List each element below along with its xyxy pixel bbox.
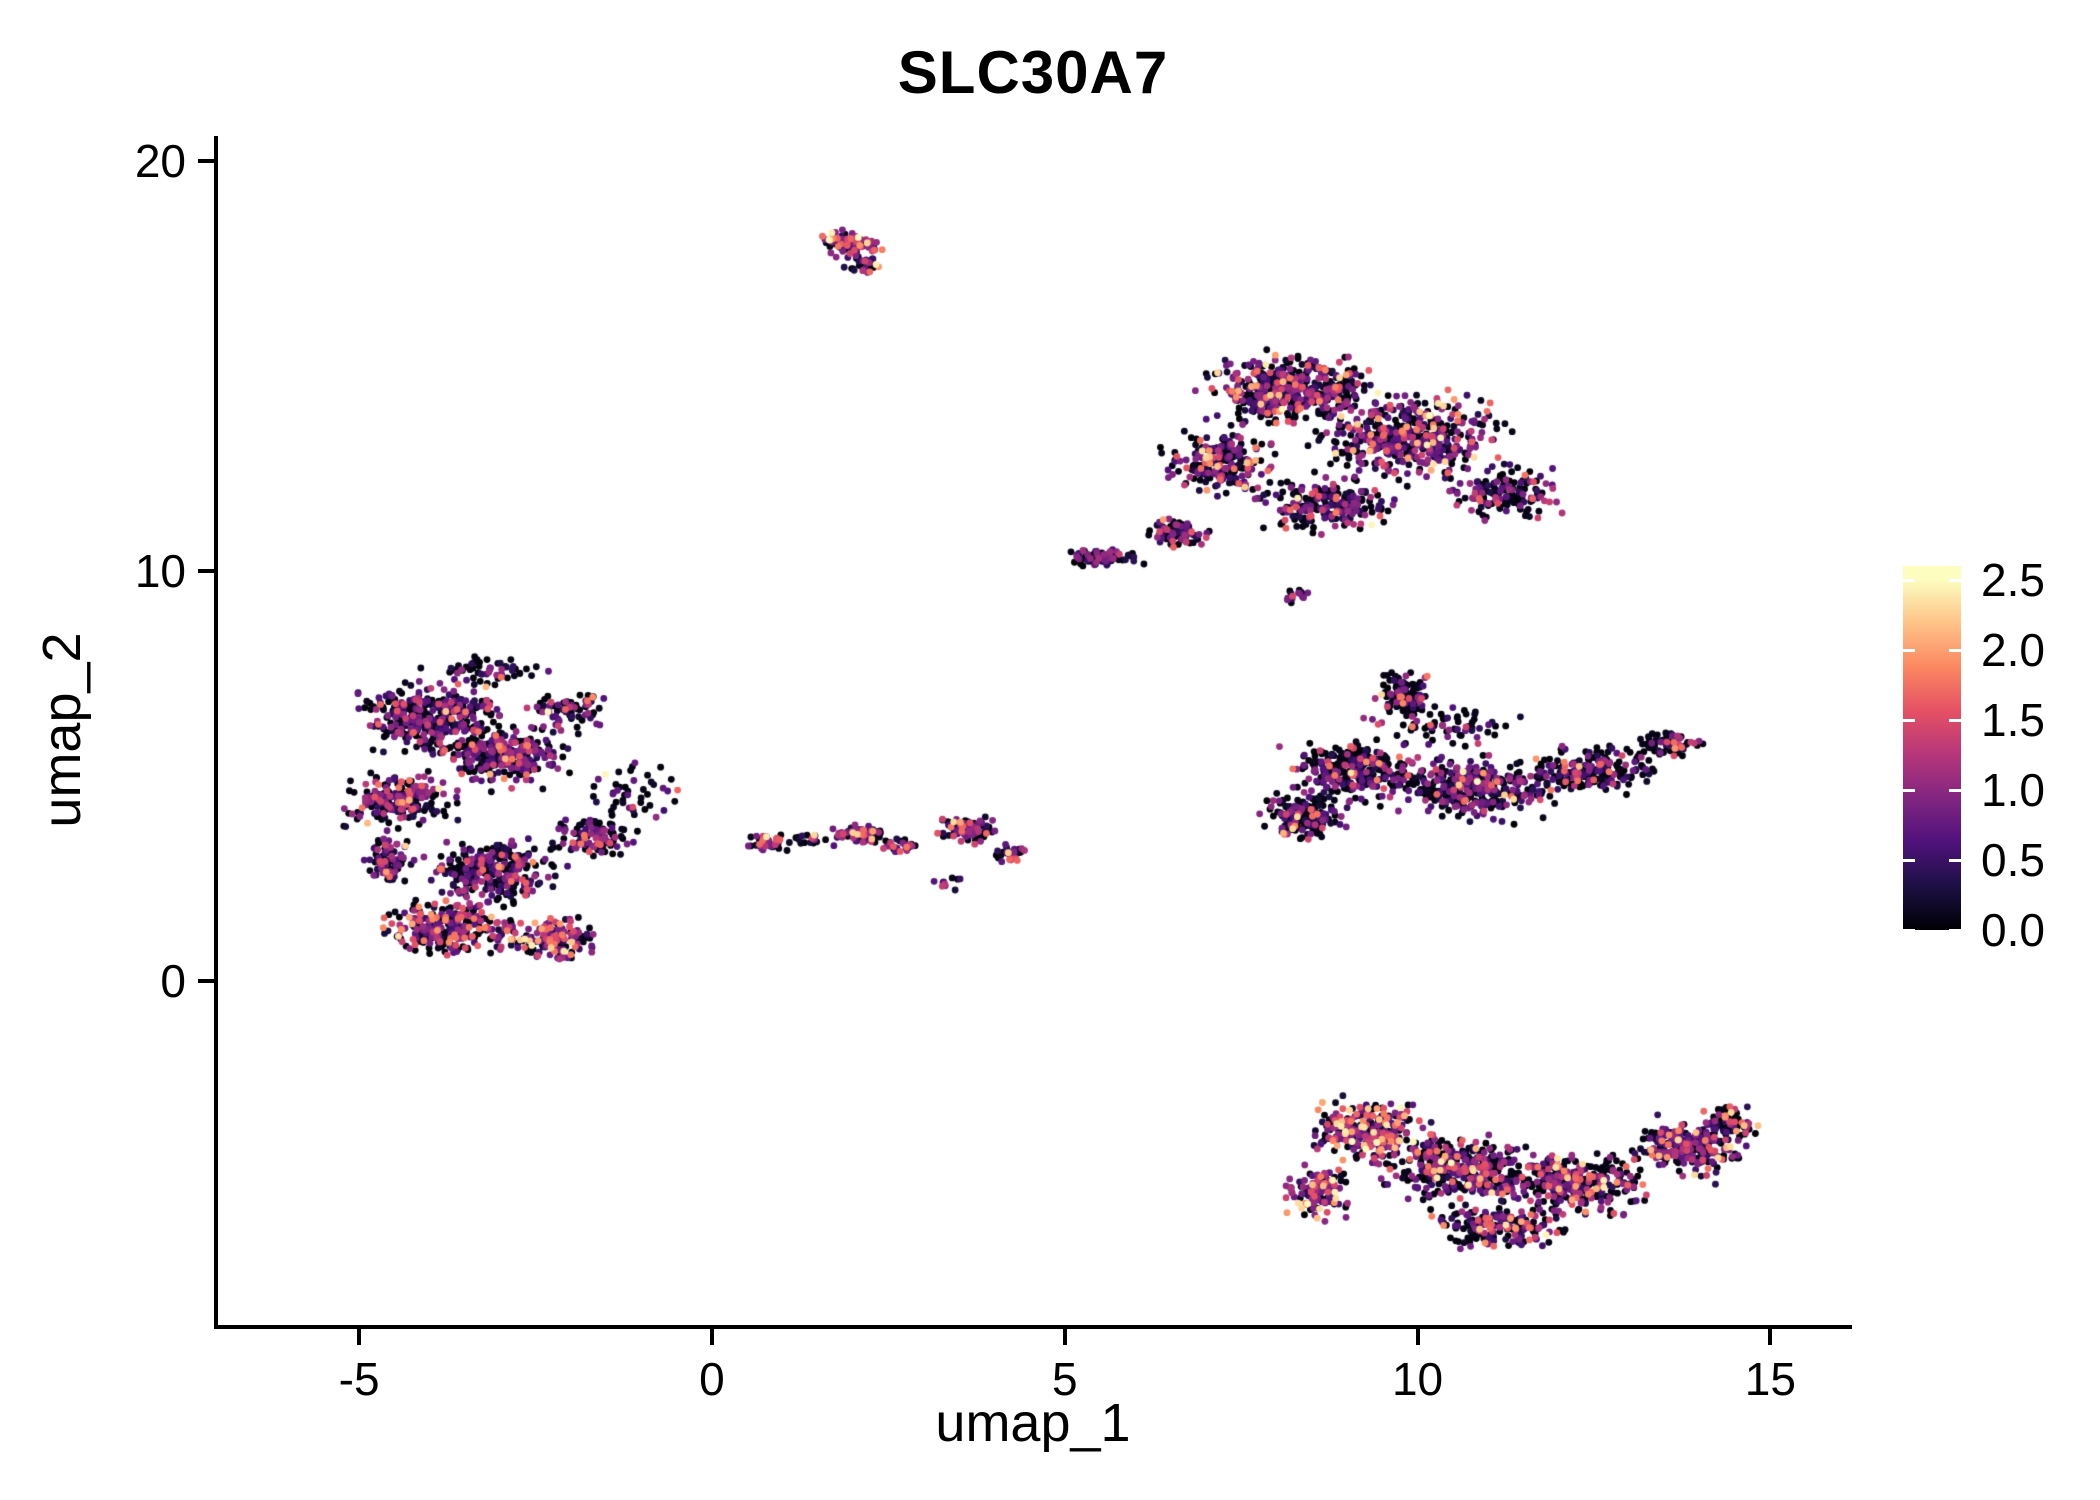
colorbar-label: 1.0 <box>1981 764 2045 816</box>
colorbar-tick-right <box>1949 928 1961 930</box>
x-tick-label: 10 <box>1391 1353 1444 1405</box>
x-tick-label: 0 <box>699 1353 725 1405</box>
y-tick-label: 20 <box>134 134 186 187</box>
x-tick-label: 15 <box>1744 1353 1796 1405</box>
colorbar-tick-right <box>1949 788 1961 792</box>
y-axis-tick <box>198 978 214 983</box>
umap-scatter-canvas <box>218 136 1848 1325</box>
x-axis-tick <box>1062 1329 1067 1345</box>
colorbar-tick-right <box>1949 578 1961 582</box>
colorbar-tick-right <box>1949 648 1961 652</box>
x-axis-tick <box>1768 1329 1773 1345</box>
colorbar-tick-left <box>1903 928 1915 930</box>
x-tick-label: -5 <box>338 1353 380 1405</box>
x-tick-label: 5 <box>1051 1353 1078 1405</box>
y-tick-label: 10 <box>134 544 186 597</box>
x-axis-tick <box>709 1329 714 1345</box>
y-axis-line <box>214 136 218 1329</box>
colorbar-tick-left <box>1903 648 1915 652</box>
x-axis-line <box>214 1325 1852 1329</box>
colorbar-tick-left <box>1903 578 1915 582</box>
colorbar-tick-left <box>1903 858 1915 862</box>
y-axis-tick <box>198 158 214 163</box>
y-axis-tick <box>198 568 214 573</box>
x-axis-title: umap_1 <box>935 1393 1131 1453</box>
colorbar-tick-right <box>1949 858 1961 862</box>
x-axis-tick <box>1415 1329 1420 1345</box>
colorbar-gradient <box>1903 566 1961 930</box>
colorbar-label: 2.0 <box>1981 624 2045 676</box>
colorbar-tick-right <box>1949 718 1961 722</box>
colorbar-tick-left <box>1903 788 1915 792</box>
colorbar-label: 0.5 <box>1981 834 2045 886</box>
colorbar-label: 1.5 <box>1981 694 2045 746</box>
colorbar-tick-left <box>1903 718 1915 722</box>
y-axis-title: umap_2 <box>32 632 92 828</box>
x-axis-tick <box>357 1329 362 1345</box>
y-tick-label: 0 <box>160 954 186 1007</box>
plot-title: SLC30A7 <box>897 39 1169 106</box>
colorbar-label: 0.0 <box>1981 904 2045 956</box>
colorbar-label: 2.5 <box>1981 554 2045 606</box>
